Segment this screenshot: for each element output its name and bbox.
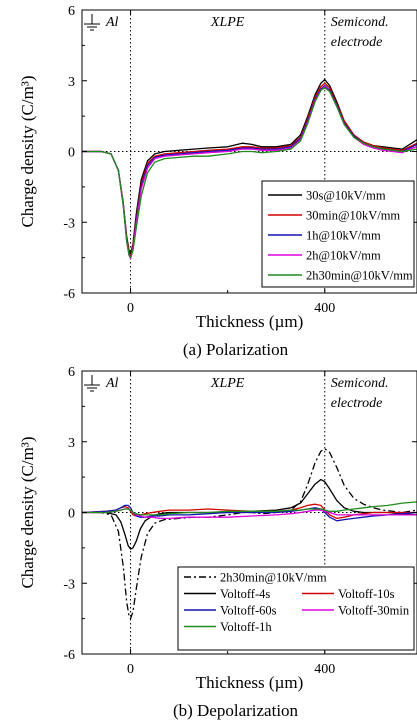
x-axis-label: Thickness (µm) (196, 312, 304, 331)
legend-entry-1: Voltoff-4s (220, 587, 270, 601)
chart-panel-1: Al XLPE Semicond. electrode -6 -3 0 3 6 0 400 Thick… (18, 365, 417, 720)
figure-caption: (a) Polarization (183, 340, 289, 359)
chart-panel-0: Al XLPE Semicond. electrode -6 -3 0 3 6 0 400 Thick… (18, 4, 417, 359)
figure-caption: (b) Depolarization (173, 701, 299, 720)
series-line-3 (82, 504, 417, 522)
legend: 2h30min@10kV/mm Voltoff-4s Voltoff-10s Volt… (177, 566, 415, 651)
y-tick-label-4: 6 (68, 4, 75, 19)
series-line-1 (82, 82, 417, 258)
x-axis-label: Thickness (µm) (196, 673, 304, 692)
legend-entry-3: Voltoff-60s (220, 604, 277, 618)
region-label-al: Al (105, 376, 119, 391)
legend-entry-2: Voltoff-10s (338, 587, 395, 601)
ground-icon (84, 14, 100, 31)
y-tick-label-0: -6 (63, 648, 75, 663)
y-axis-label: Charge density (C/m³) (18, 436, 37, 588)
y-tick-label-2: 0 (68, 507, 75, 522)
legend-entry-0: 30s@10kV/mm (306, 189, 386, 203)
region-label-semicond: Semicond. (331, 376, 389, 391)
legend-entry-3: 2h@10kV/mm (306, 249, 381, 263)
series-line-4 (82, 87, 417, 259)
legend-box (177, 566, 415, 651)
series-group (82, 448, 417, 620)
legend-entry-1: 30min@10kV/mm (306, 209, 400, 223)
y-tick-label-0: -6 (63, 287, 75, 302)
legend-entry-5: Voltoff-1h (220, 620, 272, 634)
region-label-al: Al (105, 15, 119, 30)
y-tick-label-2: 0 (68, 146, 75, 161)
legend: 30s@10kV/mm 30min@10kV/mm 1h@10kV/mm 2h@10k… (261, 180, 415, 288)
y-axis-label: Charge density (C/m³) (18, 75, 37, 227)
y-tick-label-3: 3 (68, 436, 75, 451)
y-tick-label-1: -3 (63, 216, 75, 231)
x-tick-label-1: 400 (314, 301, 335, 316)
region-label-xlpe: XLPE (210, 376, 245, 391)
x-tick-label-0: 0 (127, 301, 134, 316)
legend-entry-2: 1h@10kV/mm (306, 229, 381, 243)
series-group (82, 78, 417, 260)
y-tick-label-3: 3 (68, 75, 75, 90)
region-label-xlpe: XLPE (210, 15, 245, 30)
region-label-semicond: Semicond. (331, 15, 389, 30)
ground-icon (84, 375, 100, 392)
region-label-electrode: electrode (331, 35, 383, 50)
y-tick-label-1: -3 (63, 577, 75, 592)
legend-box (261, 180, 415, 288)
x-tick-label-0: 0 (127, 662, 134, 677)
legend-entry-4: 2h30min@10kV/mm (306, 269, 413, 283)
x-tick-label-1: 400 (314, 662, 335, 677)
legend-entry-0: 2h30min@10kV/mm (220, 571, 327, 585)
region-label-electrode: electrode (331, 396, 383, 411)
y-tick-label-4: 6 (68, 365, 75, 380)
series-line-5 (82, 501, 417, 516)
legend-entry-4: Voltoff-30min (338, 604, 410, 618)
